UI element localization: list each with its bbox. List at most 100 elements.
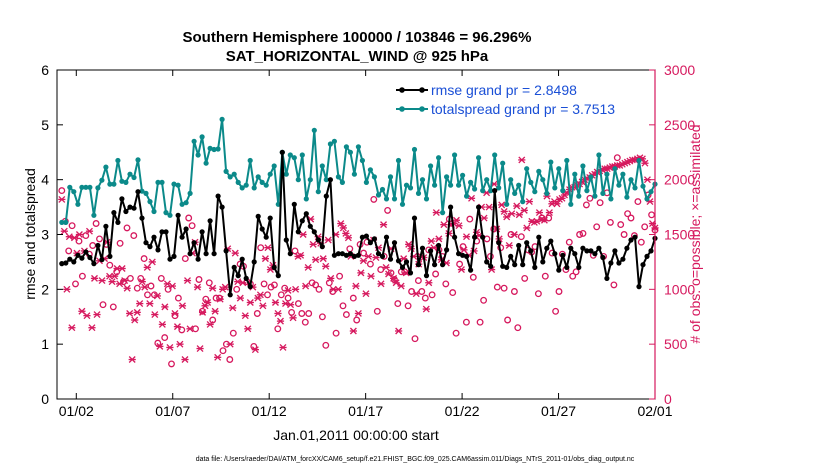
totalspread-marker [399,201,406,207]
assimilated-obs-marker [498,201,506,209]
possible-obs-marker [174,294,182,302]
rmse-marker [608,260,614,266]
possible-obs-marker [318,313,326,321]
assimilated-obs-marker [193,283,202,291]
rmse-marker [476,204,482,210]
rmse-marker [215,193,221,199]
assimilated-obs-marker [279,343,287,351]
rmse-marker [83,249,89,255]
assimilated-obs-marker [123,284,131,292]
rmse-marker [287,251,293,257]
possible-obs-marker [555,288,563,295]
totalspread-marker [151,208,157,215]
rmse-marker [279,149,285,155]
totalspread-marker [612,166,618,172]
plot-frame [56,69,656,400]
assimilated-obs-marker [251,346,259,354]
totalspread-marker [504,201,510,207]
assimilated-obs-marker [457,266,466,274]
possible-obs-marker [164,285,172,293]
totalspread-marker [235,179,241,185]
assimilated-obs-marker [209,284,217,292]
y2-tick-label: 500 [664,336,688,352]
assimilated-obs-marker [264,244,272,252]
possible-obs-marker [216,294,223,302]
possible-obs-marker [366,260,374,268]
totalspread-marker [171,181,177,187]
totalspread-marker [432,182,438,188]
totalspread-marker [91,212,97,218]
possible-obs-marker [370,195,378,203]
assimilated-obs-marker [304,263,312,271]
assimilated-obs-marker [271,299,280,306]
assimilated-obs-marker [234,278,242,286]
possible-obs-marker [493,283,501,291]
assimilated-obs-marker [241,312,249,320]
rmse-marker [540,259,546,265]
totalspread-marker [139,188,145,194]
rmse-marker [391,240,398,246]
totalspread-marker [428,163,434,169]
assimilated-obs-marker [58,195,66,203]
assimilated-obs-marker [261,255,270,263]
possible-obs-marker [82,232,90,240]
rmse-marker [616,260,622,266]
assimilated-obs-marker [291,285,300,293]
totalspread-marker [636,157,642,164]
rmse-marker [155,247,161,253]
totalspread-marker [211,146,217,153]
rmse-marker [151,234,157,240]
totalspread-marker [195,152,201,158]
assimilated-obs-marker [339,224,347,232]
assimilated-obs-marker [523,224,531,232]
rmse-series [59,149,658,298]
rmse-marker [524,240,530,246]
rmse-marker [343,252,349,258]
rmse-marker [480,234,486,240]
rmse-marker [271,264,277,270]
rmse-marker [315,237,321,243]
possible-obs-marker [360,249,368,257]
rmse-marker [452,234,458,240]
y-tick-label: 4 [41,172,49,188]
possible-obs-marker [130,232,138,240]
x-axis: 01/02 01/07 01/12 01/17 01/22 01/27 02/01 [59,70,673,419]
totalspread-marker [291,155,297,161]
possible-obs-marker [65,247,73,255]
assimilated-obs-marker [535,209,543,217]
totalspread-marker [335,174,341,180]
assimilated-obs-marker [324,236,332,244]
rmse-marker [548,238,554,244]
rmse-marker [604,275,610,281]
rmse-marker [560,252,566,258]
rmse-marker [247,284,253,290]
totalspread-marker [331,138,337,144]
totalspread-marker [480,188,486,194]
possible-obs-marker [123,224,131,232]
totalspread-marker [87,184,93,190]
assimilated-obs-marker [65,233,73,241]
possible-obs-marker [72,280,79,288]
rmse-marker [572,251,578,257]
totalspread-marker [311,127,317,133]
y-tick-label: 2 [41,281,49,297]
possible-obs-marker [144,291,151,299]
totalspread-marker [588,174,594,180]
possible-obs-marker [428,291,436,299]
totalspread-marker [347,149,353,155]
possible-obs-marker [75,237,83,245]
totalspread-marker [263,182,269,188]
possible-obs-marker [161,334,169,342]
rmse-marker [251,259,257,265]
rmse-marker [536,234,542,240]
rmse-marker [91,261,97,267]
rmse-marker [107,253,113,259]
rmse-marker [624,245,630,251]
totalspread-marker [464,193,470,199]
assimilated-obs-marker [525,198,533,206]
rmse-marker [219,204,225,210]
totalspread-marker [127,171,133,177]
rmse-marker [339,251,345,257]
totalspread-marker [440,210,446,216]
totalspread-marker [355,144,361,150]
